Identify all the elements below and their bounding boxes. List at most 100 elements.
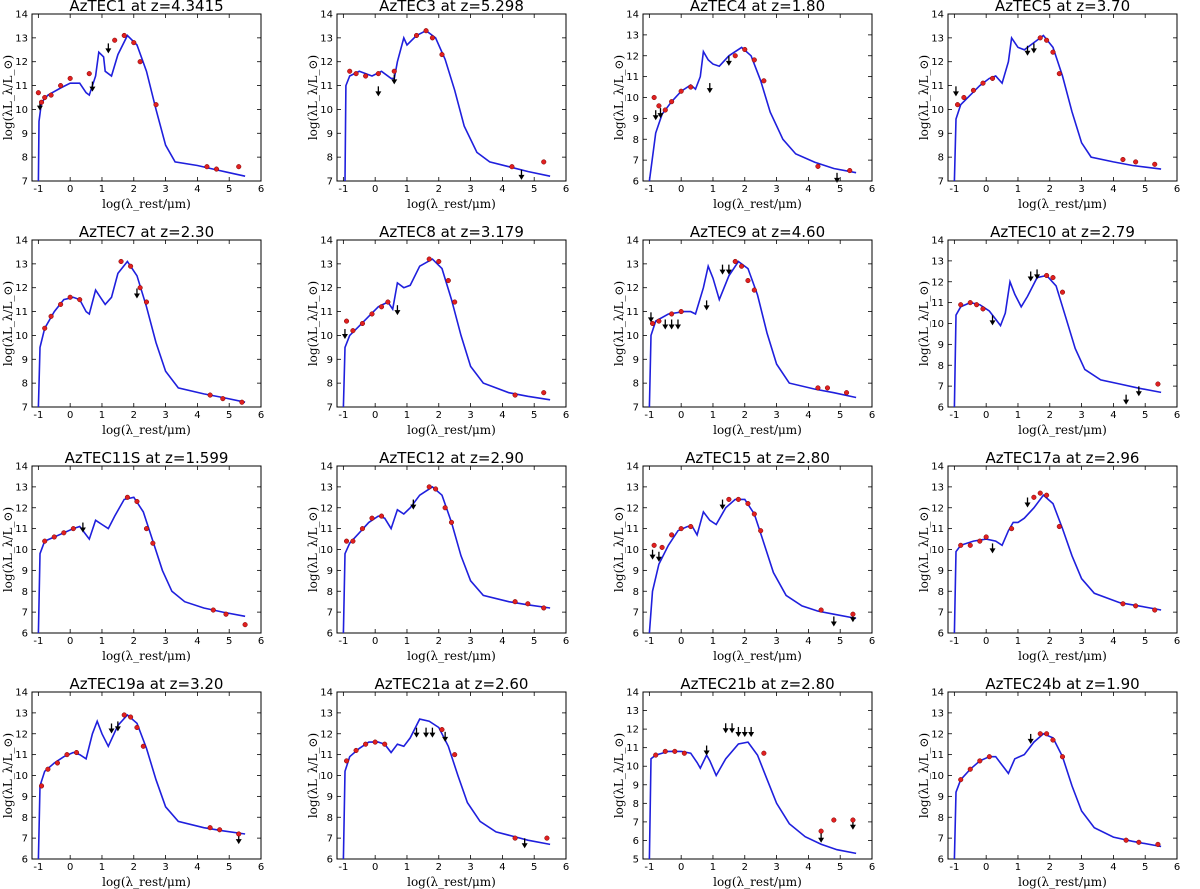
x-tick-label: 5 (226, 636, 232, 647)
photometry-point (989, 75, 996, 81)
photometry-point (153, 102, 159, 108)
y-tick-label: 10 (320, 771, 333, 782)
photometry-point (375, 71, 381, 77)
photometry-point (343, 538, 350, 544)
photometry-point (815, 163, 821, 169)
photometry-point (662, 107, 668, 113)
sed-model-line (648, 498, 857, 633)
x-tick-label: 5 (837, 410, 843, 421)
photometry-point (128, 714, 134, 720)
axes-frame (642, 691, 873, 860)
axes-frame (947, 13, 1178, 182)
photometry-point (850, 611, 856, 617)
y-tick-label: 8 (22, 587, 28, 598)
sed-model-line (953, 34, 1162, 181)
photometry-point (649, 320, 656, 327)
x-tick-label: 0 (983, 862, 989, 873)
upper-limit-arrow (521, 838, 528, 849)
photometry-point (1059, 289, 1066, 295)
photometry-point (977, 758, 983, 764)
x-tick-label: -1 (338, 410, 348, 421)
photometry-point (751, 287, 757, 293)
y-axis-label: log(λL_λ/L_⊙) (1, 733, 15, 818)
x-tick-label: -1 (644, 410, 654, 421)
x-tick-label: -1 (949, 862, 959, 873)
photometry-point (64, 752, 70, 758)
upper-limit-arrow (133, 288, 140, 299)
photometry-point (678, 309, 684, 315)
y-tick-label: 6 (938, 403, 944, 414)
photometry-point (372, 739, 378, 745)
x-tick-label: 3 (467, 636, 473, 647)
photometry-point (1044, 272, 1050, 279)
photometry-point (363, 741, 369, 747)
photometry-point (48, 313, 54, 319)
y-tick-label: 13 (15, 33, 28, 44)
photometry-point (38, 99, 45, 105)
upper-limit-arrow (410, 499, 417, 510)
photometry-point (223, 611, 229, 617)
y-tick-label: 12 (320, 283, 333, 294)
x-tick-label: 0 (678, 410, 684, 421)
x-tick-label: -1 (33, 410, 43, 421)
sed-panel-7: AzTEC10 at z=2.79-1 0 1 2 3 4 5 667891011121314… (917, 223, 1180, 437)
x-tick-label: 4 (805, 862, 811, 873)
photometry-point (86, 71, 92, 77)
x-tick-label: -1 (33, 636, 43, 647)
y-tick-label: 10 (931, 771, 944, 782)
upper-limit-arrow (662, 319, 669, 330)
photometry-point (382, 741, 388, 747)
y-tick-label: 10 (931, 545, 944, 556)
upper-limit-arrow (706, 83, 713, 94)
photometry-point (1050, 737, 1056, 743)
upper-limit-arrow (719, 499, 726, 510)
x-axis-label: log(λ_rest/μm) (713, 875, 802, 889)
x-tick-label: 1 (99, 862, 105, 873)
photometry-point (967, 766, 973, 772)
y-tick-label: 13 (931, 482, 944, 493)
y-tick-label: 13 (15, 259, 28, 270)
x-tick-label: 1 (710, 410, 716, 421)
y-tick-label: 11 (15, 524, 28, 535)
upper-limit-arrow (79, 522, 86, 533)
upper-limit-arrow (391, 74, 398, 85)
y-tick-label: 7 (633, 403, 639, 414)
x-tick-label: -1 (338, 636, 348, 647)
photometry-point (742, 46, 748, 53)
y-tick-label: 9 (938, 340, 944, 351)
y-tick-label: 8 (327, 379, 333, 390)
photometry-point (48, 92, 54, 98)
y-tick-label: 7 (22, 403, 28, 414)
photometry-point (439, 727, 445, 733)
y-tick-label: 8 (633, 135, 639, 146)
y-tick-label: 12 (931, 503, 944, 514)
x-tick-label: 0 (372, 636, 378, 647)
y-tick-label: 12 (626, 503, 639, 514)
upper-limit-arrow (668, 319, 675, 330)
x-tick-label: 5 (837, 862, 843, 873)
y-tick-label: 8 (938, 153, 944, 164)
photometry-point (974, 302, 980, 308)
y-tick-label: 13 (320, 33, 333, 44)
photometry-point (242, 622, 248, 628)
photometry-point (651, 542, 657, 548)
x-tick-label: 6 (869, 636, 875, 647)
axes-frame (336, 465, 567, 634)
x-tick-label: 2 (742, 862, 748, 873)
x-tick-label: 2 (436, 636, 442, 647)
upper-limit-arrow (719, 264, 726, 275)
x-axis-label: log(λ_rest/μm) (407, 423, 496, 437)
y-tick-label: 6 (22, 629, 28, 640)
x-axis-label: log(λ_rest/μm) (1018, 649, 1107, 663)
x-tick-label: 2 (436, 862, 442, 873)
y-tick-label: 9 (633, 114, 639, 125)
sed-panel-9: AzTEC12 at z=2.90-1 0 1 2 3 4 5 667891011121314… (306, 449, 569, 663)
y-tick-label: 7 (22, 834, 28, 845)
photometry-point (831, 817, 837, 823)
y-tick-label: 14 (15, 688, 28, 699)
y-tick-label: 12 (626, 283, 639, 294)
x-tick-label: 6 (258, 862, 264, 873)
y-tick-label: 10 (626, 762, 639, 773)
photometry-point (681, 750, 687, 756)
photometry-point (118, 258, 124, 265)
